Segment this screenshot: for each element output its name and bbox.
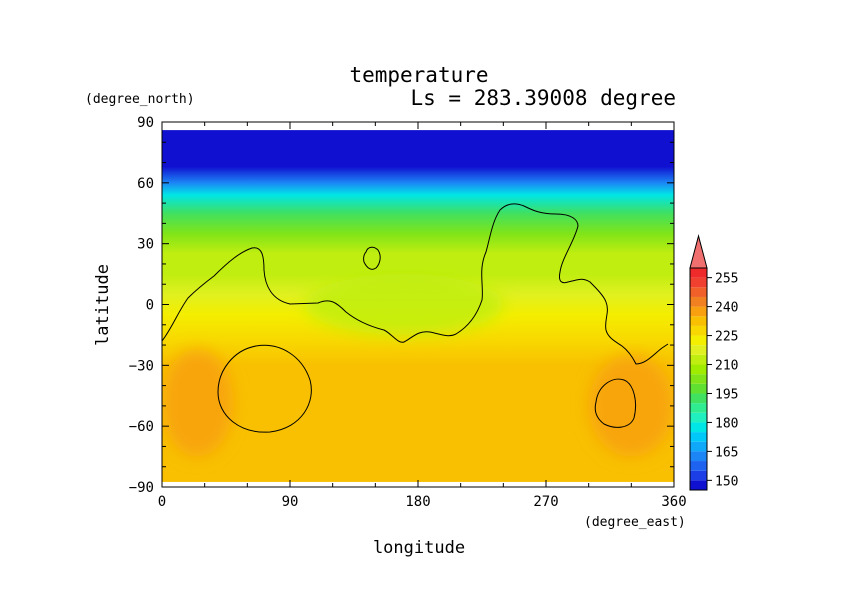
west-basin-contour xyxy=(217,344,312,433)
y-axis-label: latitude xyxy=(93,264,113,346)
y-tick-label: −90 xyxy=(129,480,154,496)
temperature-field xyxy=(162,130,674,482)
colorbar-swatch xyxy=(690,412,707,423)
y-axis: 90 60 30 0 −30 −60 −90 xyxy=(129,115,674,496)
x-tick-label: 180 xyxy=(405,494,430,510)
island-contour xyxy=(363,246,381,270)
colorbar-swatch xyxy=(690,306,707,317)
colorbar-swatch xyxy=(690,441,707,452)
colorbar-swatch xyxy=(690,268,707,278)
colorbar-swatch xyxy=(690,325,707,336)
colorbar-swatch xyxy=(690,461,707,471)
x-tick-label: 270 xyxy=(533,494,558,510)
colorbar-label: 240 xyxy=(715,301,738,316)
colorbar-swatch xyxy=(690,364,707,375)
warm-region-east xyxy=(588,355,674,457)
colorbar-swatch xyxy=(690,287,707,297)
colorbar-swatch xyxy=(690,374,707,384)
greener-band-center xyxy=(304,274,504,335)
colorbar-frame xyxy=(689,267,708,491)
y-tick-label: −60 xyxy=(129,419,154,435)
x-axis-label: longitude xyxy=(373,538,465,558)
x-tick-label: 0 xyxy=(158,494,166,510)
colorbar-swatch xyxy=(690,393,707,404)
colorbar-label: 165 xyxy=(715,445,738,460)
topography-contours xyxy=(161,203,669,433)
colorbar-swatch xyxy=(690,432,707,442)
x-tick-label: 360 xyxy=(661,494,686,510)
colorbar-label: 195 xyxy=(715,387,738,402)
x-unit-label: (degree_east) xyxy=(584,515,686,530)
y-tick-label: 60 xyxy=(137,176,154,192)
colorbar-swatch xyxy=(690,335,707,346)
colorbar-extend-arrow xyxy=(689,234,708,269)
colorbar-swatch xyxy=(690,345,707,355)
x-tick-label: 90 xyxy=(282,494,299,510)
chart-subtitle: Ls = 283.39008 degree xyxy=(410,86,676,110)
colorbar-swatch xyxy=(690,296,707,307)
y-tick-label: 90 xyxy=(137,115,154,131)
east-basin-contour xyxy=(594,378,637,428)
colorbar: 150 165 180 195 210 225 240 255 xyxy=(689,234,738,491)
colorbar-swatch xyxy=(690,354,707,365)
x-axis: 0 90 180 270 360 xyxy=(158,122,687,510)
colorbar-swatch xyxy=(690,451,707,462)
colorbar-swatch xyxy=(690,383,707,394)
y-tick-label: −30 xyxy=(129,358,154,374)
colorbar-label: 225 xyxy=(715,330,738,345)
colorbar-label: 180 xyxy=(715,416,738,431)
colorbar-swatch xyxy=(690,480,707,490)
warm-region-west xyxy=(162,349,234,457)
colorbar-swatch xyxy=(690,403,707,413)
chart-title: temperature xyxy=(349,63,488,87)
continent-contour xyxy=(161,203,669,365)
colorbar-swatch xyxy=(690,470,707,481)
y-tick-label: 0 xyxy=(146,298,154,314)
colorbar-label: 255 xyxy=(715,272,738,287)
colorbar-swatch xyxy=(690,316,707,326)
temperature-features xyxy=(162,274,674,457)
y-unit-label: (degree_north) xyxy=(85,92,195,107)
colorbar-label: 210 xyxy=(715,359,738,374)
y-tick-label: 30 xyxy=(137,237,154,253)
colorbar-swatch xyxy=(690,277,707,288)
colorbar-swatch xyxy=(690,422,707,433)
colorbar-label: 150 xyxy=(715,474,738,489)
